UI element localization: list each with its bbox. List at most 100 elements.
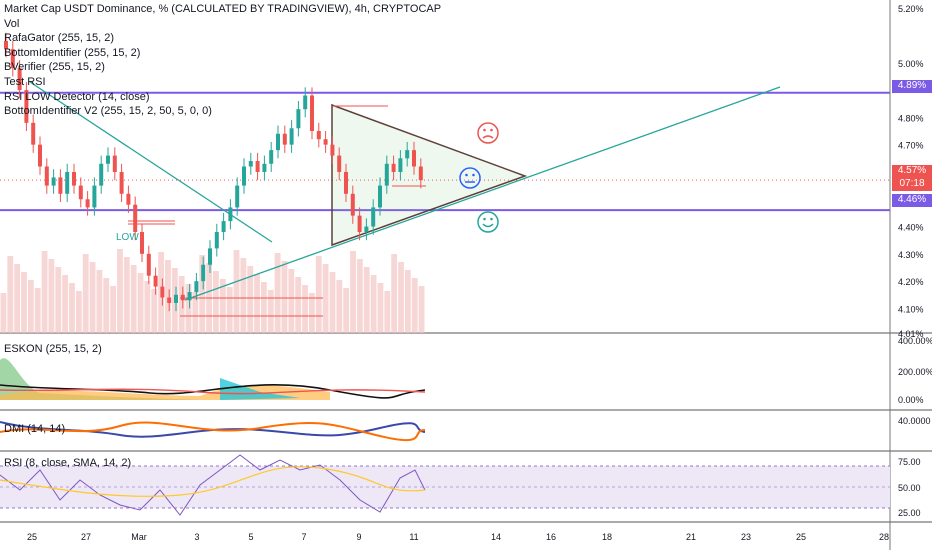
time-tick: 25 — [796, 532, 806, 542]
dmi-label[interactable]: DMI (14, 14) — [4, 423, 66, 435]
rising-trend-line — [184, 86, 781, 301]
candle-body — [208, 248, 212, 265]
candle-body — [4, 40, 8, 50]
lower-level-tag: 4.46% — [892, 194, 932, 207]
time-tick: 7 — [301, 532, 306, 542]
volume-bar — [302, 285, 308, 333]
candle-body — [289, 128, 294, 145]
candle-body — [235, 185, 240, 208]
indicator-test-rsi[interactable]: Test RSI — [4, 75, 46, 88]
candle-body — [344, 171, 348, 194]
volume-bar — [370, 275, 377, 333]
candle-body — [126, 193, 131, 205]
eskon-label[interactable]: ESKON (255, 15, 2) — [4, 343, 102, 355]
dmi-minus-line — [0, 421, 426, 441]
candle-body — [72, 171, 76, 186]
happy-face-icon — [477, 211, 499, 233]
volume-bar — [34, 288, 41, 333]
legend: Market Cap USDT Dominance, % (CALCULATED… — [4, 2, 441, 119]
volume-bar — [226, 287, 233, 333]
candle-body — [174, 294, 178, 303]
volume-bar — [384, 291, 391, 333]
face-mouth — [482, 223, 494, 228]
candle-body — [405, 150, 410, 159]
candle-body — [65, 171, 70, 194]
candle-body — [17, 68, 22, 91]
face-eye — [472, 173, 475, 177]
volume-bar — [260, 282, 267, 333]
volume-bar — [363, 267, 370, 333]
volume-bar — [274, 253, 281, 333]
candle-body — [262, 163, 267, 172]
candle-body — [44, 166, 49, 186]
candle-body — [24, 90, 29, 123]
volume-bar — [418, 286, 425, 333]
volume-bar — [165, 260, 171, 333]
candle-body — [248, 161, 253, 167]
volume-bar — [55, 267, 62, 333]
candle-body — [194, 281, 199, 293]
time-tick: 27 — [81, 532, 91, 542]
candle-body — [303, 95, 308, 110]
time-tick: Mar — [131, 532, 147, 542]
time-tick: 9 — [356, 532, 361, 542]
price-tick: 4.20% — [898, 277, 924, 287]
face-mouth — [482, 135, 494, 139]
price-tick: 4.10% — [898, 304, 924, 314]
candle-body — [106, 155, 110, 164]
face-eye — [490, 217, 493, 221]
volume-bar — [254, 274, 260, 333]
volume-bar — [411, 278, 418, 333]
candle-body — [146, 253, 151, 276]
candle-body — [180, 294, 185, 301]
candle-body — [78, 185, 83, 200]
indicator-vol[interactable]: Vol — [4, 17, 20, 30]
candle-body — [140, 232, 144, 254]
candle-body — [364, 226, 369, 233]
rsi-label[interactable]: RSI (8, close, SMA, 14, 2) — [4, 457, 132, 469]
volume-bar — [48, 259, 55, 333]
candle-body — [378, 185, 382, 208]
face-outline — [477, 211, 499, 233]
candle-body — [214, 232, 219, 249]
price-tick: 4.30% — [898, 250, 924, 260]
indicator-rsi-low-detector[interactable]: RSI LOW Detector (14, close) — [4, 90, 150, 103]
volume-bar — [123, 257, 130, 333]
volume-bar — [103, 278, 110, 333]
volume-bar — [185, 284, 192, 333]
candle-body — [31, 122, 36, 145]
indicator-rafagator[interactable]: RafaGator (255, 15, 2) — [4, 32, 115, 45]
candle-body — [85, 199, 90, 208]
volume-bar — [343, 288, 350, 333]
price-tick: 5.20% — [898, 4, 924, 14]
volume-bar — [0, 293, 7, 333]
chart-title[interactable]: Market Cap USDT Dominance, % (CALCULATED… — [4, 3, 442, 15]
volume-bar — [110, 286, 117, 333]
volume-bar — [240, 258, 247, 333]
candle-body — [167, 297, 172, 303]
candle-body — [323, 139, 328, 145]
time-tick: 25 — [27, 532, 37, 542]
volume-bar — [69, 283, 75, 333]
dmi-tick: 40.0000 — [898, 416, 931, 426]
candle-body — [296, 109, 301, 129]
sad-face-icon — [477, 122, 499, 144]
candle-body — [371, 207, 376, 227]
time-tick: 3 — [194, 532, 199, 542]
volume-bar — [82, 254, 89, 333]
candle-body — [357, 215, 362, 233]
indicator-bottomidentifier-v2[interactable]: BottomIdentifier V2 (255, 15, 2, 50, 5, … — [4, 105, 212, 118]
indicator-bottomidentifier[interactable]: BottomIdentifier (255, 15, 2) — [4, 46, 141, 59]
price-tick: 4.40% — [898, 223, 924, 233]
candle-body — [276, 133, 280, 151]
volume-bar — [329, 272, 336, 333]
time-tick: 23 — [741, 532, 751, 542]
candle-body — [242, 166, 246, 186]
candle-body — [10, 49, 15, 69]
candle-body — [187, 292, 192, 301]
price-tick: 5.00% — [898, 59, 924, 69]
indicator-bverifier[interactable]: BVerifier (255, 15, 2) — [4, 61, 105, 74]
volume-bar — [404, 270, 411, 333]
rsi-tick: 50.00 — [898, 483, 921, 493]
volume-bar — [233, 250, 240, 333]
